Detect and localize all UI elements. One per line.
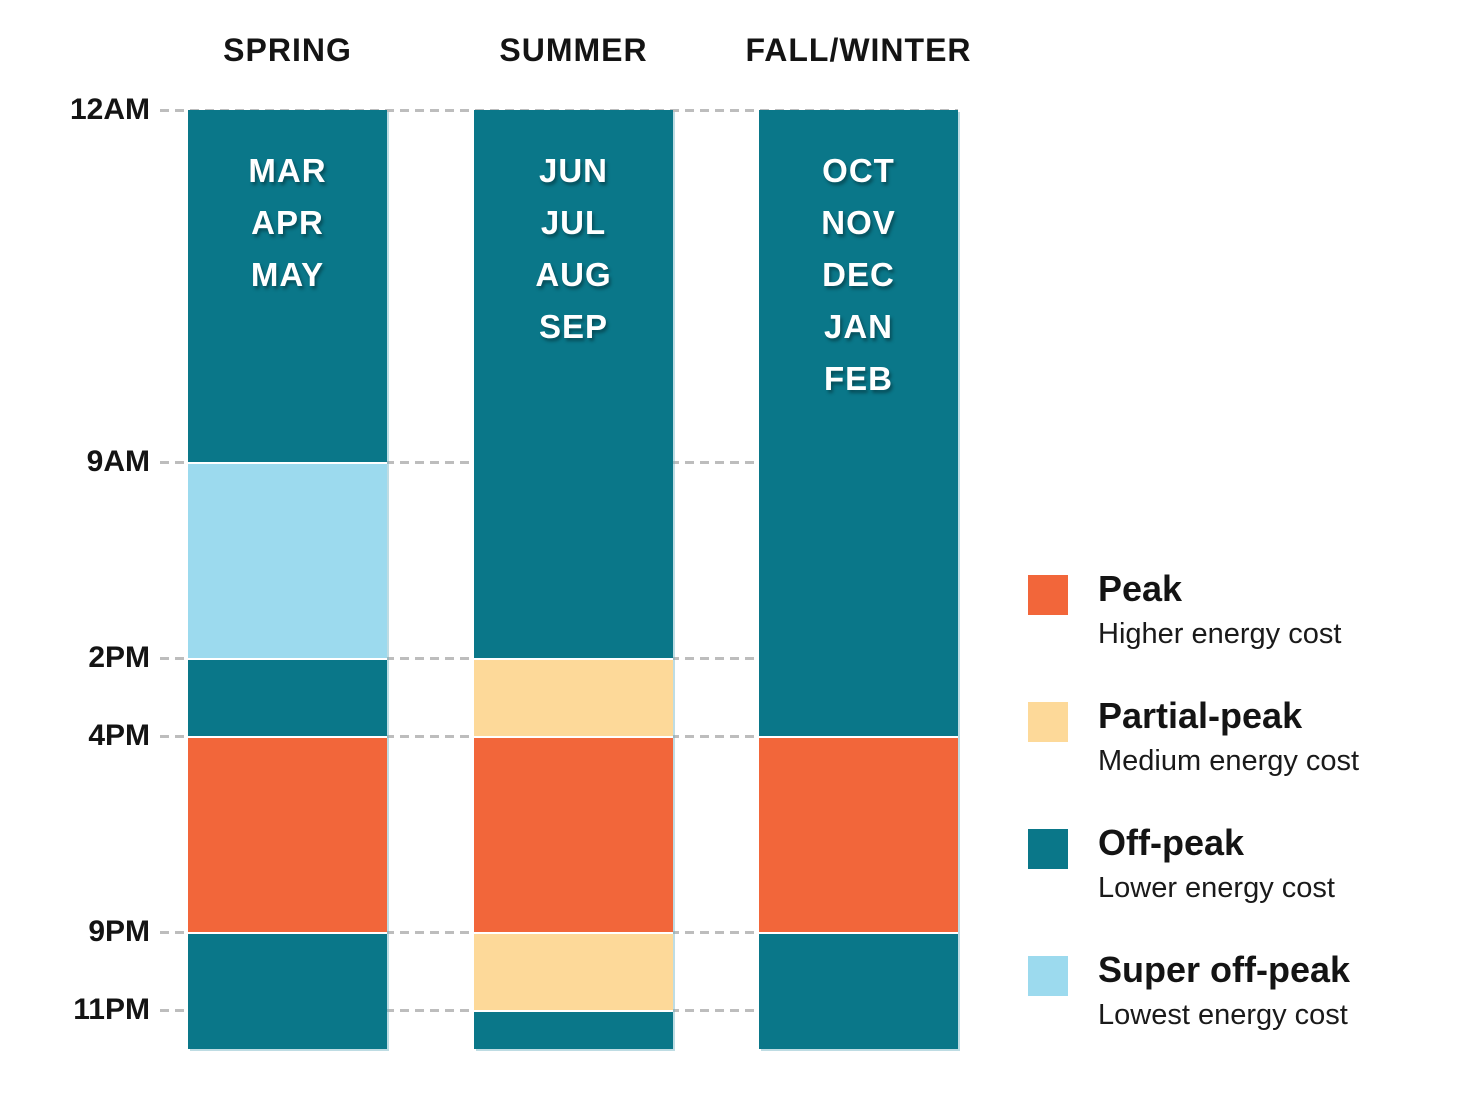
legend-item-peak: Peak Higher energy cost [1028, 568, 1342, 653]
segment-off-peak-12am-9am [188, 110, 387, 463]
month-label-aug: AUG [535, 256, 612, 293]
segment-partial-peak-9pm-11pm [474, 931, 673, 1010]
month-label-apr: APR [251, 204, 324, 241]
legend-sublabel-off-peak: Lower energy cost [1098, 872, 1335, 904]
legend-title-partial-peak: Partial-peak [1098, 695, 1303, 736]
legend-text-partial-peak: Partial-peak Medium energy cost [1098, 695, 1360, 780]
segment-peak-4pm-9pm [759, 736, 958, 932]
legend-item-super-off-peak: Super off-peak Lowest energy cost [1028, 949, 1350, 1034]
segment-off-peak-9pm-12am [759, 931, 958, 1049]
tick-label-9pm: 9PM [88, 914, 150, 948]
month-label-dec: DEC [822, 256, 895, 293]
season-column-spring: MAR APR MAY [188, 110, 387, 1049]
month-label-sep: SEP [538, 308, 609, 345]
month-label-jul: JUL [540, 204, 607, 241]
legend-text-off-peak: Off-peak Lower energy cost [1098, 822, 1335, 907]
legend-title-peak: Peak [1098, 568, 1183, 609]
legend-item-off-peak: Off-peak Lower energy cost [1028, 822, 1335, 907]
legend-text-super-off-peak: Super off-peak Lowest energy cost [1098, 949, 1350, 1034]
legend-sublabel-partial-peak: Medium energy cost [1098, 745, 1360, 777]
legend-swatch-super-off-peak-icon [1028, 956, 1068, 996]
tick-label-9am: 9AM [86, 445, 150, 479]
segment-peak-4pm-9pm [188, 736, 387, 932]
segment-off-peak-12am-2pm [474, 110, 673, 658]
legend-swatch-partial-peak-icon [1028, 702, 1068, 742]
segment-off-peak-12am-4pm [759, 110, 958, 736]
month-label-oct: OCT [822, 152, 895, 189]
month-label-jan: JAN [823, 308, 894, 345]
season-header-spring: SPRING [223, 32, 352, 68]
segment-off-peak-2pm-4pm [188, 657, 387, 736]
segment-partial-peak-2pm-4pm [474, 657, 673, 736]
month-label-may: MAY [250, 256, 325, 293]
tick-label-11pm: 11PM [73, 992, 150, 1026]
legend-sublabel-peak: Higher energy cost [1098, 618, 1342, 650]
segment-peak-4pm-9pm [474, 736, 673, 932]
tick-label-4pm: 4PM [88, 719, 150, 752]
segment-off-peak-11pm-12am [474, 1009, 673, 1049]
legend-item-partial-peak: Partial-peak Medium energy cost [1028, 695, 1360, 780]
segment-off-peak-9pm-12am [188, 931, 387, 1049]
month-label-mar: MAR [248, 152, 327, 189]
legend-title-off-peak: Off-peak [1098, 822, 1245, 863]
month-labels-spring: MAR APR MAY [188, 145, 387, 301]
tick-label-12am: 12AM [69, 93, 150, 126]
month-labels-summer: JUN JUL AUG SEP [474, 145, 673, 353]
month-label-feb: FEB [824, 360, 893, 397]
month-label-jun: JUN [538, 152, 609, 189]
legend-sublabel-super-off-peak: Lowest energy cost [1098, 999, 1348, 1031]
month-labels-fall-winter: OCT NOV DEC JAN FEB [759, 145, 958, 405]
season-header-fall-winter: FALL/WINTER [745, 32, 972, 68]
month-label-nov: NOV [821, 204, 896, 241]
tick-label-2pm: 2PM [88, 640, 150, 674]
segment-super-off-peak-9am-2pm [188, 462, 387, 658]
legend-swatch-peak-icon [1028, 575, 1068, 615]
season-header-summer: SUMMER [499, 32, 648, 68]
legend-text-peak: Peak Higher energy cost [1098, 568, 1342, 653]
season-column-summer: JUN JUL AUG SEP [474, 110, 673, 1049]
season-column-fall-winter: OCT NOV DEC JAN FEB [759, 110, 958, 1049]
legend-swatch-off-peak-icon [1028, 829, 1068, 869]
legend-title-super-off-peak: Super off-peak [1098, 949, 1351, 990]
